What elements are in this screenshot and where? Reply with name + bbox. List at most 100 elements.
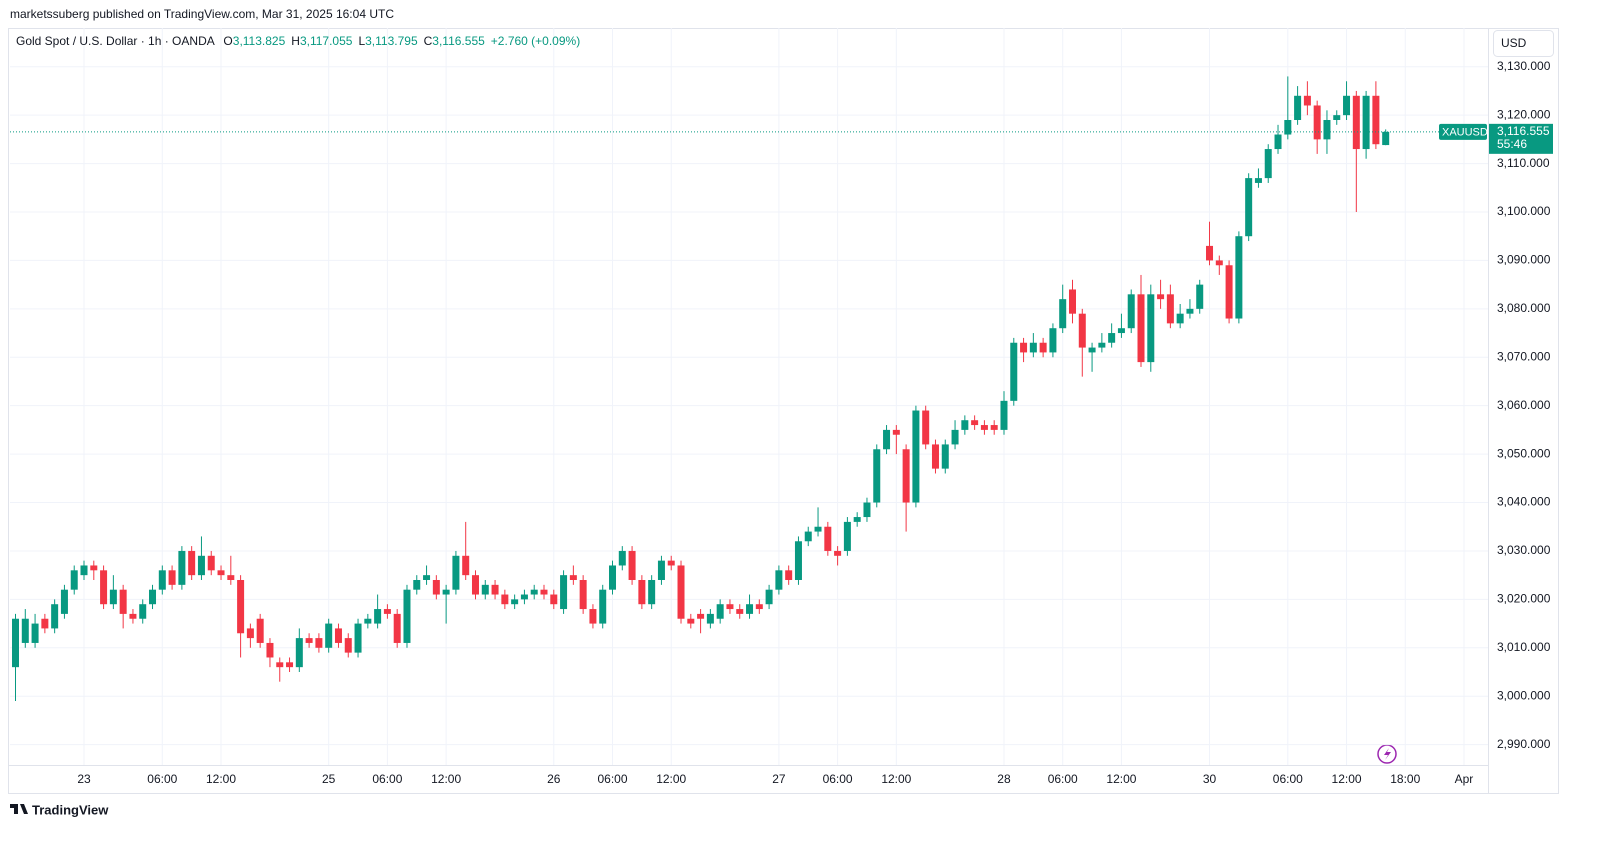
x-tick-label: 27 <box>772 772 786 786</box>
candle-body <box>149 589 157 605</box>
y-tick-label: 3,010.000 <box>1497 640 1551 654</box>
y-tick-label: 3,020.000 <box>1497 592 1551 606</box>
event-bolt <box>1384 748 1391 760</box>
candle-body <box>922 410 930 445</box>
currency-button[interactable] <box>1493 30 1554 57</box>
candle-body <box>1274 134 1282 150</box>
x-tick-label: 06:00 <box>1048 772 1078 786</box>
candle-body <box>1186 308 1194 314</box>
candle-body <box>1088 347 1096 353</box>
candle-body <box>1323 120 1331 140</box>
candle-body <box>1078 313 1086 348</box>
candle-body <box>364 618 372 624</box>
candle-body <box>667 560 675 566</box>
candle-body <box>511 599 519 605</box>
candle-body <box>21 618 29 643</box>
candle-body <box>266 642 274 658</box>
candle-body <box>1176 313 1184 324</box>
candle-body <box>1147 294 1155 363</box>
candle-body <box>158 570 166 590</box>
candle-body <box>188 550 196 576</box>
x-tick-label: Apr <box>1455 772 1474 786</box>
candle-body <box>873 449 881 503</box>
candle-body <box>491 584 499 595</box>
candle-body <box>1382 131 1390 146</box>
y-tick-label: 3,130.000 <box>1497 59 1551 73</box>
symbol-legend: Gold Spot / U.S. Dollar · 1h · OANDA O3,… <box>16 34 580 48</box>
candle-body <box>1313 105 1321 140</box>
candle-body <box>403 589 411 643</box>
candle-body <box>902 449 910 503</box>
candle-body <box>853 517 861 522</box>
candle-body <box>246 628 254 639</box>
y-tick-label: 3,080.000 <box>1497 301 1551 315</box>
candle-body <box>1196 284 1204 309</box>
symbol-tag <box>1439 123 1487 140</box>
candle-body <box>1206 245 1214 261</box>
x-tick-label: 12:00 <box>1106 772 1136 786</box>
candle-body <box>1029 342 1037 353</box>
x-tick-label: 12:00 <box>206 772 236 786</box>
candle-body <box>12 618 19 668</box>
candle-body <box>677 565 685 619</box>
candle-body <box>618 550 626 566</box>
candle-body <box>892 429 900 435</box>
candle-body <box>1000 400 1008 430</box>
candle-body <box>1343 95 1351 116</box>
y-tick-label: 3,000.000 <box>1497 688 1551 702</box>
candle-body <box>413 580 421 590</box>
candle-body <box>1245 178 1253 237</box>
y-tick-label: 3,050.000 <box>1497 446 1551 460</box>
candle-body <box>814 526 822 532</box>
candle-body <box>334 628 342 643</box>
x-tick-label: 12:00 <box>431 772 461 786</box>
candle-body <box>286 662 294 668</box>
candle-body <box>961 420 969 430</box>
x-tick-label: 28 <box>997 772 1011 786</box>
candle-body <box>80 565 88 576</box>
x-tick-label: 23 <box>77 772 91 786</box>
candle-body <box>1372 95 1380 145</box>
y-tick-label: 3,120.000 <box>1497 107 1551 121</box>
ohlc-key: C <box>423 34 433 48</box>
candle-body <box>746 604 754 614</box>
candle-body <box>315 638 323 648</box>
x-tick-label: 12:00 <box>881 772 911 786</box>
candle-body <box>540 589 548 595</box>
candle-body <box>971 420 979 426</box>
chart-frame <box>8 28 1559 794</box>
candle-body <box>70 570 78 590</box>
candle-body <box>1059 299 1067 329</box>
candle-body <box>501 594 509 605</box>
candle-body <box>1352 95 1360 150</box>
candle-body <box>31 623 39 643</box>
price-tag <box>1489 123 1553 154</box>
ohlc-value: 3,113.825 <box>232 34 286 48</box>
candle-body <box>697 613 705 619</box>
y-tick-label: 3,070.000 <box>1497 349 1551 363</box>
x-tick-label: 06:00 <box>372 772 402 786</box>
candle-body <box>599 589 607 624</box>
candle-body <box>550 594 558 605</box>
candle-body <box>383 609 391 614</box>
ohlc-value: 3,113.795 <box>365 34 418 48</box>
candle-body <box>325 623 333 648</box>
candle-body <box>990 425 998 430</box>
currency-label: USD <box>1501 36 1527 50</box>
x-tick-label: 06:00 <box>597 772 627 786</box>
candle-body <box>1068 289 1076 314</box>
candle-body <box>442 589 450 595</box>
candle-body <box>276 662 284 668</box>
candle-body <box>1362 95 1370 150</box>
candle-body <box>863 502 871 518</box>
y-tick-label: 3,030.000 <box>1497 543 1551 557</box>
candle-body <box>109 589 117 605</box>
candle-body <box>1098 342 1106 348</box>
footer-brand: TradingView <box>32 802 109 817</box>
candle-body <box>1254 178 1262 183</box>
x-tick-label: 06:00 <box>823 772 853 786</box>
ohlc-key: L <box>358 34 366 48</box>
candle-body <box>834 550 842 556</box>
x-tick-label: 25 <box>322 772 336 786</box>
